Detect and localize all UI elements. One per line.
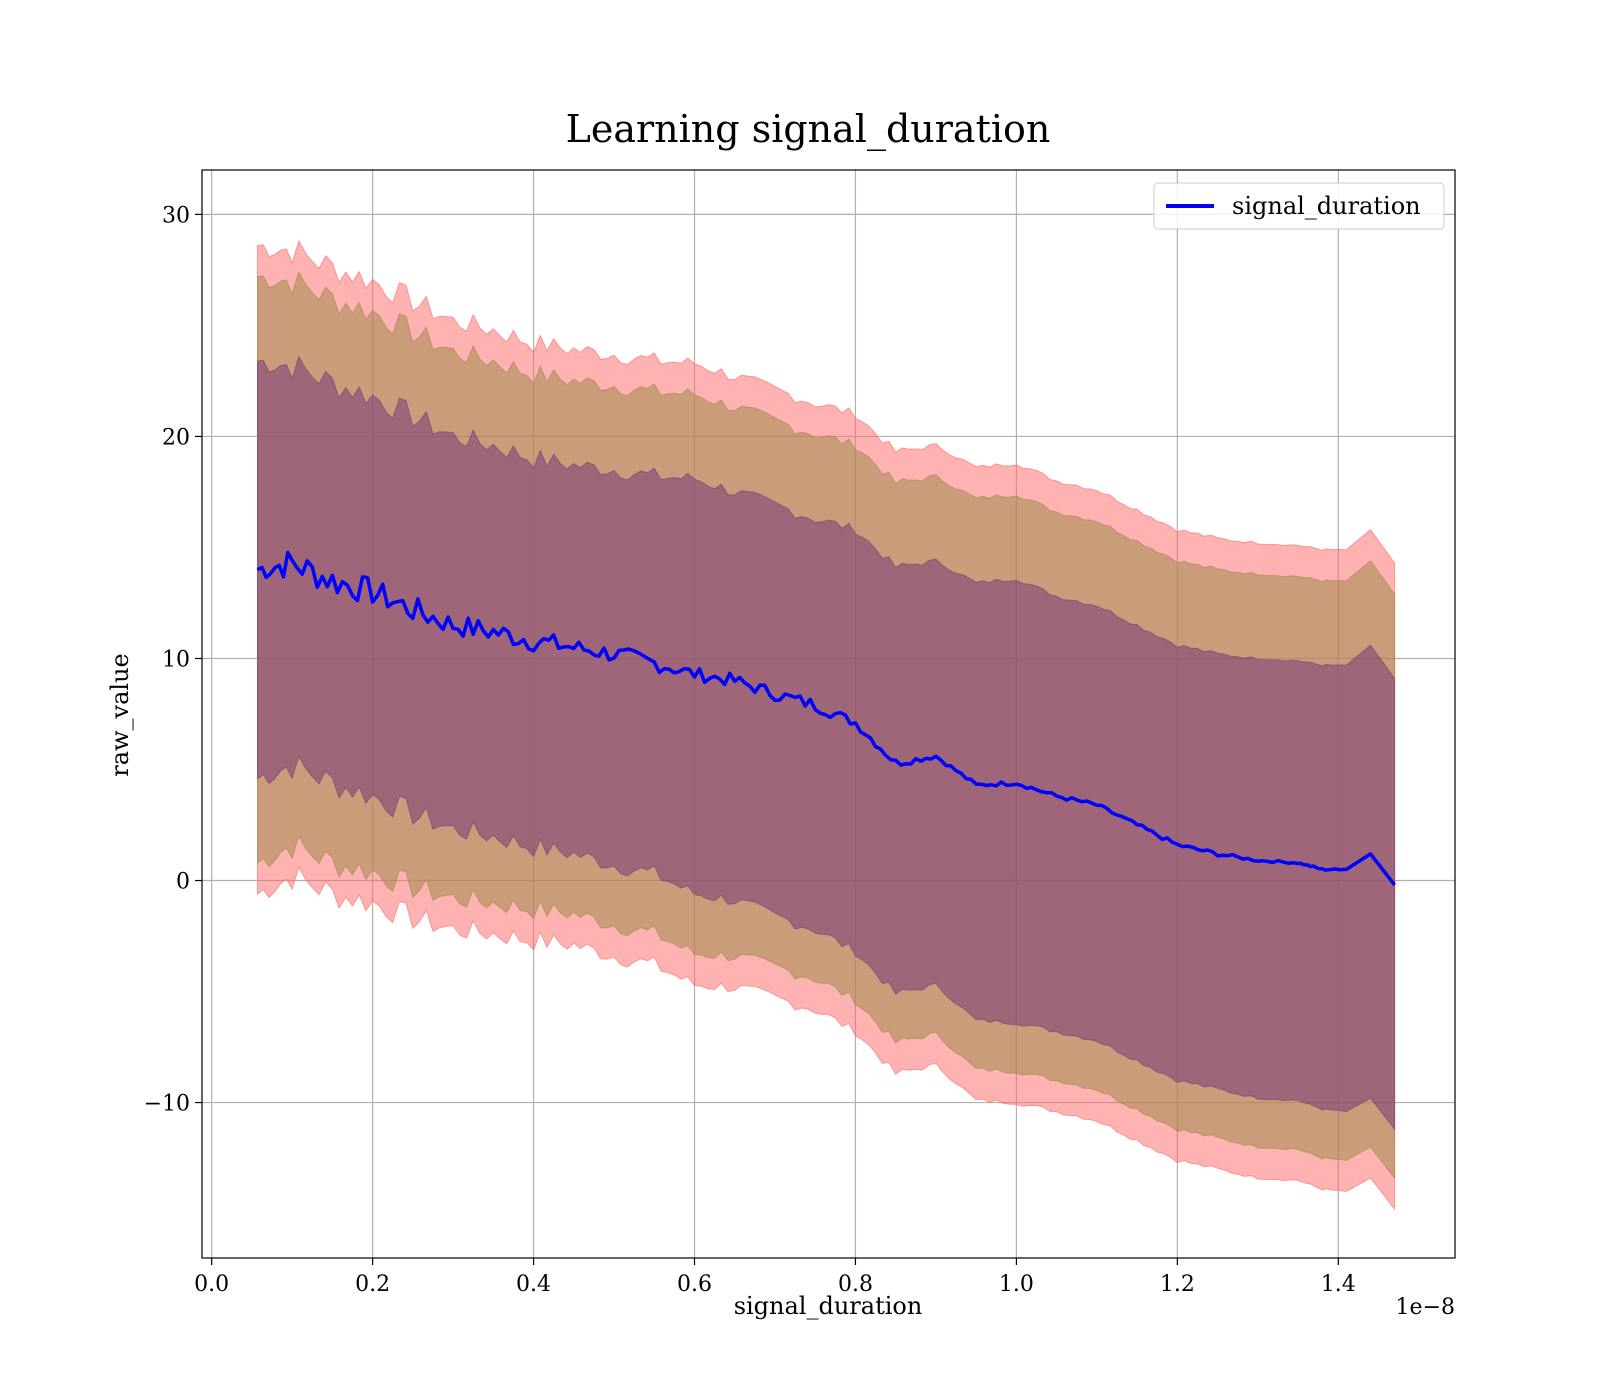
x-tick-label: 1.2 — [1160, 1272, 1195, 1297]
plot-frame — [201, 169, 1456, 1259]
chart-title: Learning signal_duration — [566, 107, 1051, 152]
x-tick-label: 0.8 — [838, 1272, 873, 1297]
y-tick-label: −10 — [144, 1092, 190, 1117]
x-tick-label: 1.0 — [999, 1272, 1034, 1297]
legend: signal_duration — [1153, 182, 1445, 230]
x-tick-label: 1.4 — [1321, 1272, 1356, 1297]
x-tick-label: 0.4 — [516, 1272, 551, 1297]
y-tick-label: 0 — [176, 870, 190, 895]
x-scale-offset-label: 1e−8 — [1396, 1295, 1455, 1320]
axis-ticks: 0.0 0.2 0.4 0.6 0.8 1.0 1.2 1.4 −10 0 10 20 30 — [144, 203, 1356, 1297]
band-1sigma — [257, 355, 1396, 1131]
series-lines — [256, 550, 1396, 887]
y-tick-label: 20 — [162, 425, 190, 450]
y-tick-label: 30 — [162, 203, 190, 228]
y-axis-label: raw_value — [106, 653, 134, 777]
x-tick-label: 0.2 — [355, 1272, 390, 1297]
x-tick-label: 0.6 — [677, 1272, 712, 1297]
legend-entry-signal-duration: signal_duration — [1232, 192, 1421, 220]
series-line-signal-duration — [256, 550, 1396, 887]
confidence-bands — [257, 239, 1396, 1211]
legend-box — [1153, 182, 1445, 230]
y-tick-label: 10 — [162, 647, 190, 672]
x-tick-label: 0.0 — [194, 1272, 229, 1297]
x-axis-label: signal_duration — [734, 1292, 923, 1320]
